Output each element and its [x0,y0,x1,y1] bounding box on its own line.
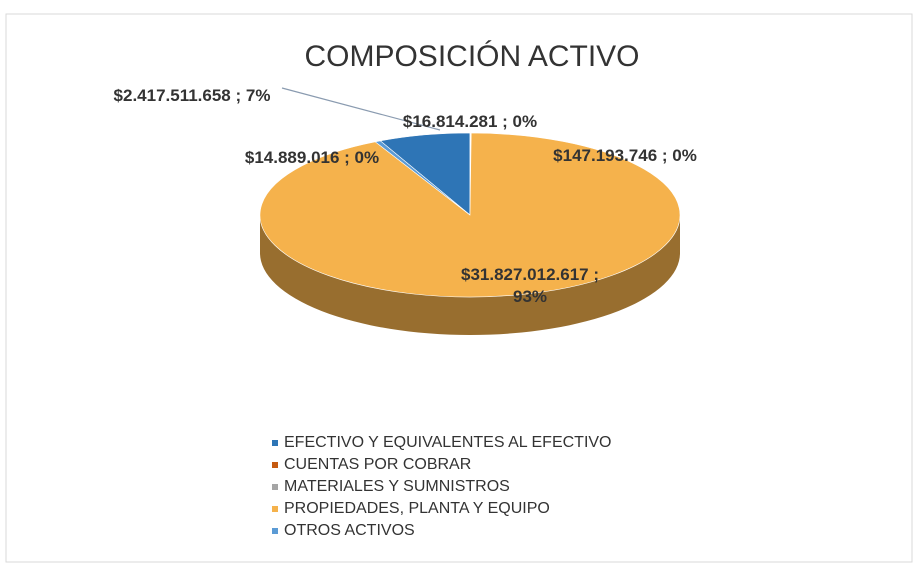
data-label: $16.814.281 ; 0% [402,112,538,131]
legend-label: PROPIEDADES, PLANTA Y EQUIPO [284,500,550,517]
legend-swatch [272,528,278,534]
leader-line [281,87,441,131]
legend-label: OTROS ACTIVOS [284,522,415,539]
data-label: $147.193.746 ; 0% [553,146,697,165]
data-label: $14.889.016 ; 0% [244,148,380,167]
slice-side [260,215,680,335]
legend-swatch [272,462,278,468]
legend-swatch [272,440,278,446]
pie-sides [260,215,680,335]
legend-label: MATERIALES Y SUMNISTROS [284,478,510,495]
legend-swatch [272,484,278,490]
chart-title: COMPOSICIÓN ACTIVO [304,40,639,73]
legend-label: EFECTIVO Y EQUIVALENTES AL EFECTIVO [284,434,612,451]
data-label: $31.827.012.617 ; 93% [460,265,599,306]
legend-swatch [272,506,278,512]
slice [374,140,471,216]
legend-label: CUENTAS POR COBRAR [284,456,471,473]
data-label: $2.417.511.658 ; 7% [113,86,271,105]
